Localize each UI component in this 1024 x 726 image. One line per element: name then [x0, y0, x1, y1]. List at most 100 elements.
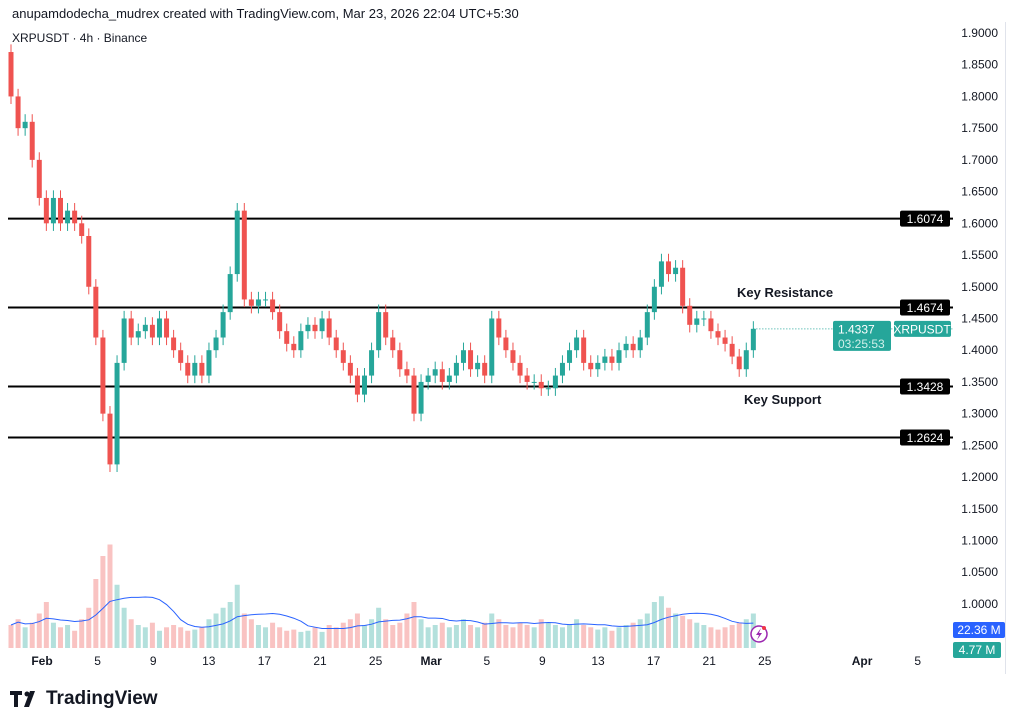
candle-body [567, 350, 573, 363]
volume-bar [517, 622, 523, 648]
candle-body [510, 350, 516, 363]
volume-bar [255, 625, 261, 648]
candle-body [312, 324, 318, 332]
candle-body [468, 350, 474, 370]
volume-bar [390, 625, 396, 648]
volume-bar [397, 622, 403, 648]
volume-bar [114, 584, 120, 648]
volume-mask [0, 648, 1005, 654]
candle-body [284, 331, 290, 344]
tradingview-logo[interactable]: TradingView [10, 688, 158, 710]
candle-body [100, 337, 106, 414]
volume-bar [439, 622, 445, 648]
x-tick-label: 17 [258, 654, 272, 668]
volume-bar [100, 556, 106, 648]
volume-bar [15, 619, 21, 648]
x-tick-label: 9 [150, 654, 157, 668]
volume-bar [694, 622, 700, 648]
symbol-info[interactable]: XRPUSDT · 4h · Binance [12, 31, 148, 45]
volume-bar [291, 629, 297, 648]
volume-bar [227, 602, 233, 648]
volume-bar [107, 544, 113, 648]
x-tick-label: 17 [647, 654, 661, 668]
volume-bar [595, 629, 601, 648]
volume-bar [538, 619, 544, 648]
volume-bar [354, 613, 360, 648]
volume-bar [644, 613, 650, 648]
candle-body [36, 159, 42, 198]
candle-body [517, 362, 523, 376]
candle-body [708, 318, 714, 332]
volume-bar [510, 627, 516, 648]
symbol-tag [894, 320, 951, 337]
volume-bar [496, 619, 502, 648]
candle-body [107, 413, 113, 465]
candle-body [241, 210, 247, 300]
y-tick-label: 1.2000 [961, 470, 998, 484]
volume-bar [135, 625, 141, 648]
volume-bar [171, 625, 177, 648]
candle-body [609, 356, 615, 363]
candle-body [376, 312, 382, 351]
volume-bar [453, 625, 459, 648]
candle-body [453, 362, 459, 376]
volume-bar [680, 615, 686, 648]
x-tick-label: 25 [758, 654, 772, 668]
volume-bar [164, 627, 170, 648]
level-price-tag [900, 299, 950, 316]
y-tick-label: 1.1000 [961, 534, 998, 548]
volume-bar [248, 619, 254, 648]
volume-bar [241, 613, 247, 648]
volume-bar [446, 627, 452, 648]
volume-bar [609, 630, 615, 648]
candle-body [475, 362, 481, 370]
candle-body [559, 362, 565, 376]
candle-body [128, 318, 134, 338]
candle-body [362, 375, 367, 395]
level-price-label: 1.2624 [907, 431, 944, 445]
volume-bar [178, 627, 184, 648]
volume-bar [156, 630, 162, 648]
volume-bar [8, 625, 14, 648]
y-tick-label: 1.9000 [961, 26, 998, 40]
symbol-tag-label: XRPUSDT [893, 322, 951, 336]
candle-body [142, 324, 148, 332]
candle-body [446, 375, 452, 382]
volume-bar [552, 625, 558, 648]
volume-bar [199, 627, 205, 648]
level-price-tag [900, 429, 950, 446]
candle-body [496, 318, 502, 338]
y-tick-label: 1.3500 [961, 375, 998, 389]
candle-body [255, 299, 261, 306]
y-tick-label: 1.8500 [961, 58, 998, 72]
lightning-alert-icon[interactable] [750, 625, 768, 643]
candle-body [149, 324, 155, 338]
volume-bar [149, 622, 155, 648]
volume-bar [404, 613, 410, 648]
candle-body [418, 381, 424, 414]
volume-bar [411, 602, 417, 648]
candle-body [220, 312, 226, 338]
candle-body [43, 197, 49, 224]
notification-dot [762, 626, 766, 630]
volume-bar [192, 629, 198, 648]
candle-body [8, 52, 14, 97]
candle-body [333, 337, 339, 351]
candle-body [736, 356, 742, 370]
candle-body [637, 337, 643, 351]
y-tick-label: 1.1500 [961, 502, 998, 516]
volume-bar [418, 619, 424, 648]
candle-body [425, 375, 431, 382]
volume-label: 4.77 M [959, 643, 996, 657]
volume-bar [305, 630, 311, 648]
volume-bar [567, 625, 573, 648]
y-tick-label: 1.5000 [961, 280, 998, 294]
y-tick-label: 1.4500 [961, 311, 998, 325]
volume-bar [270, 622, 276, 648]
volume-bar [673, 613, 679, 648]
candle-body [524, 375, 530, 382]
volume-bar [559, 627, 565, 648]
volume-bar [319, 631, 325, 648]
candle-body [298, 331, 304, 351]
